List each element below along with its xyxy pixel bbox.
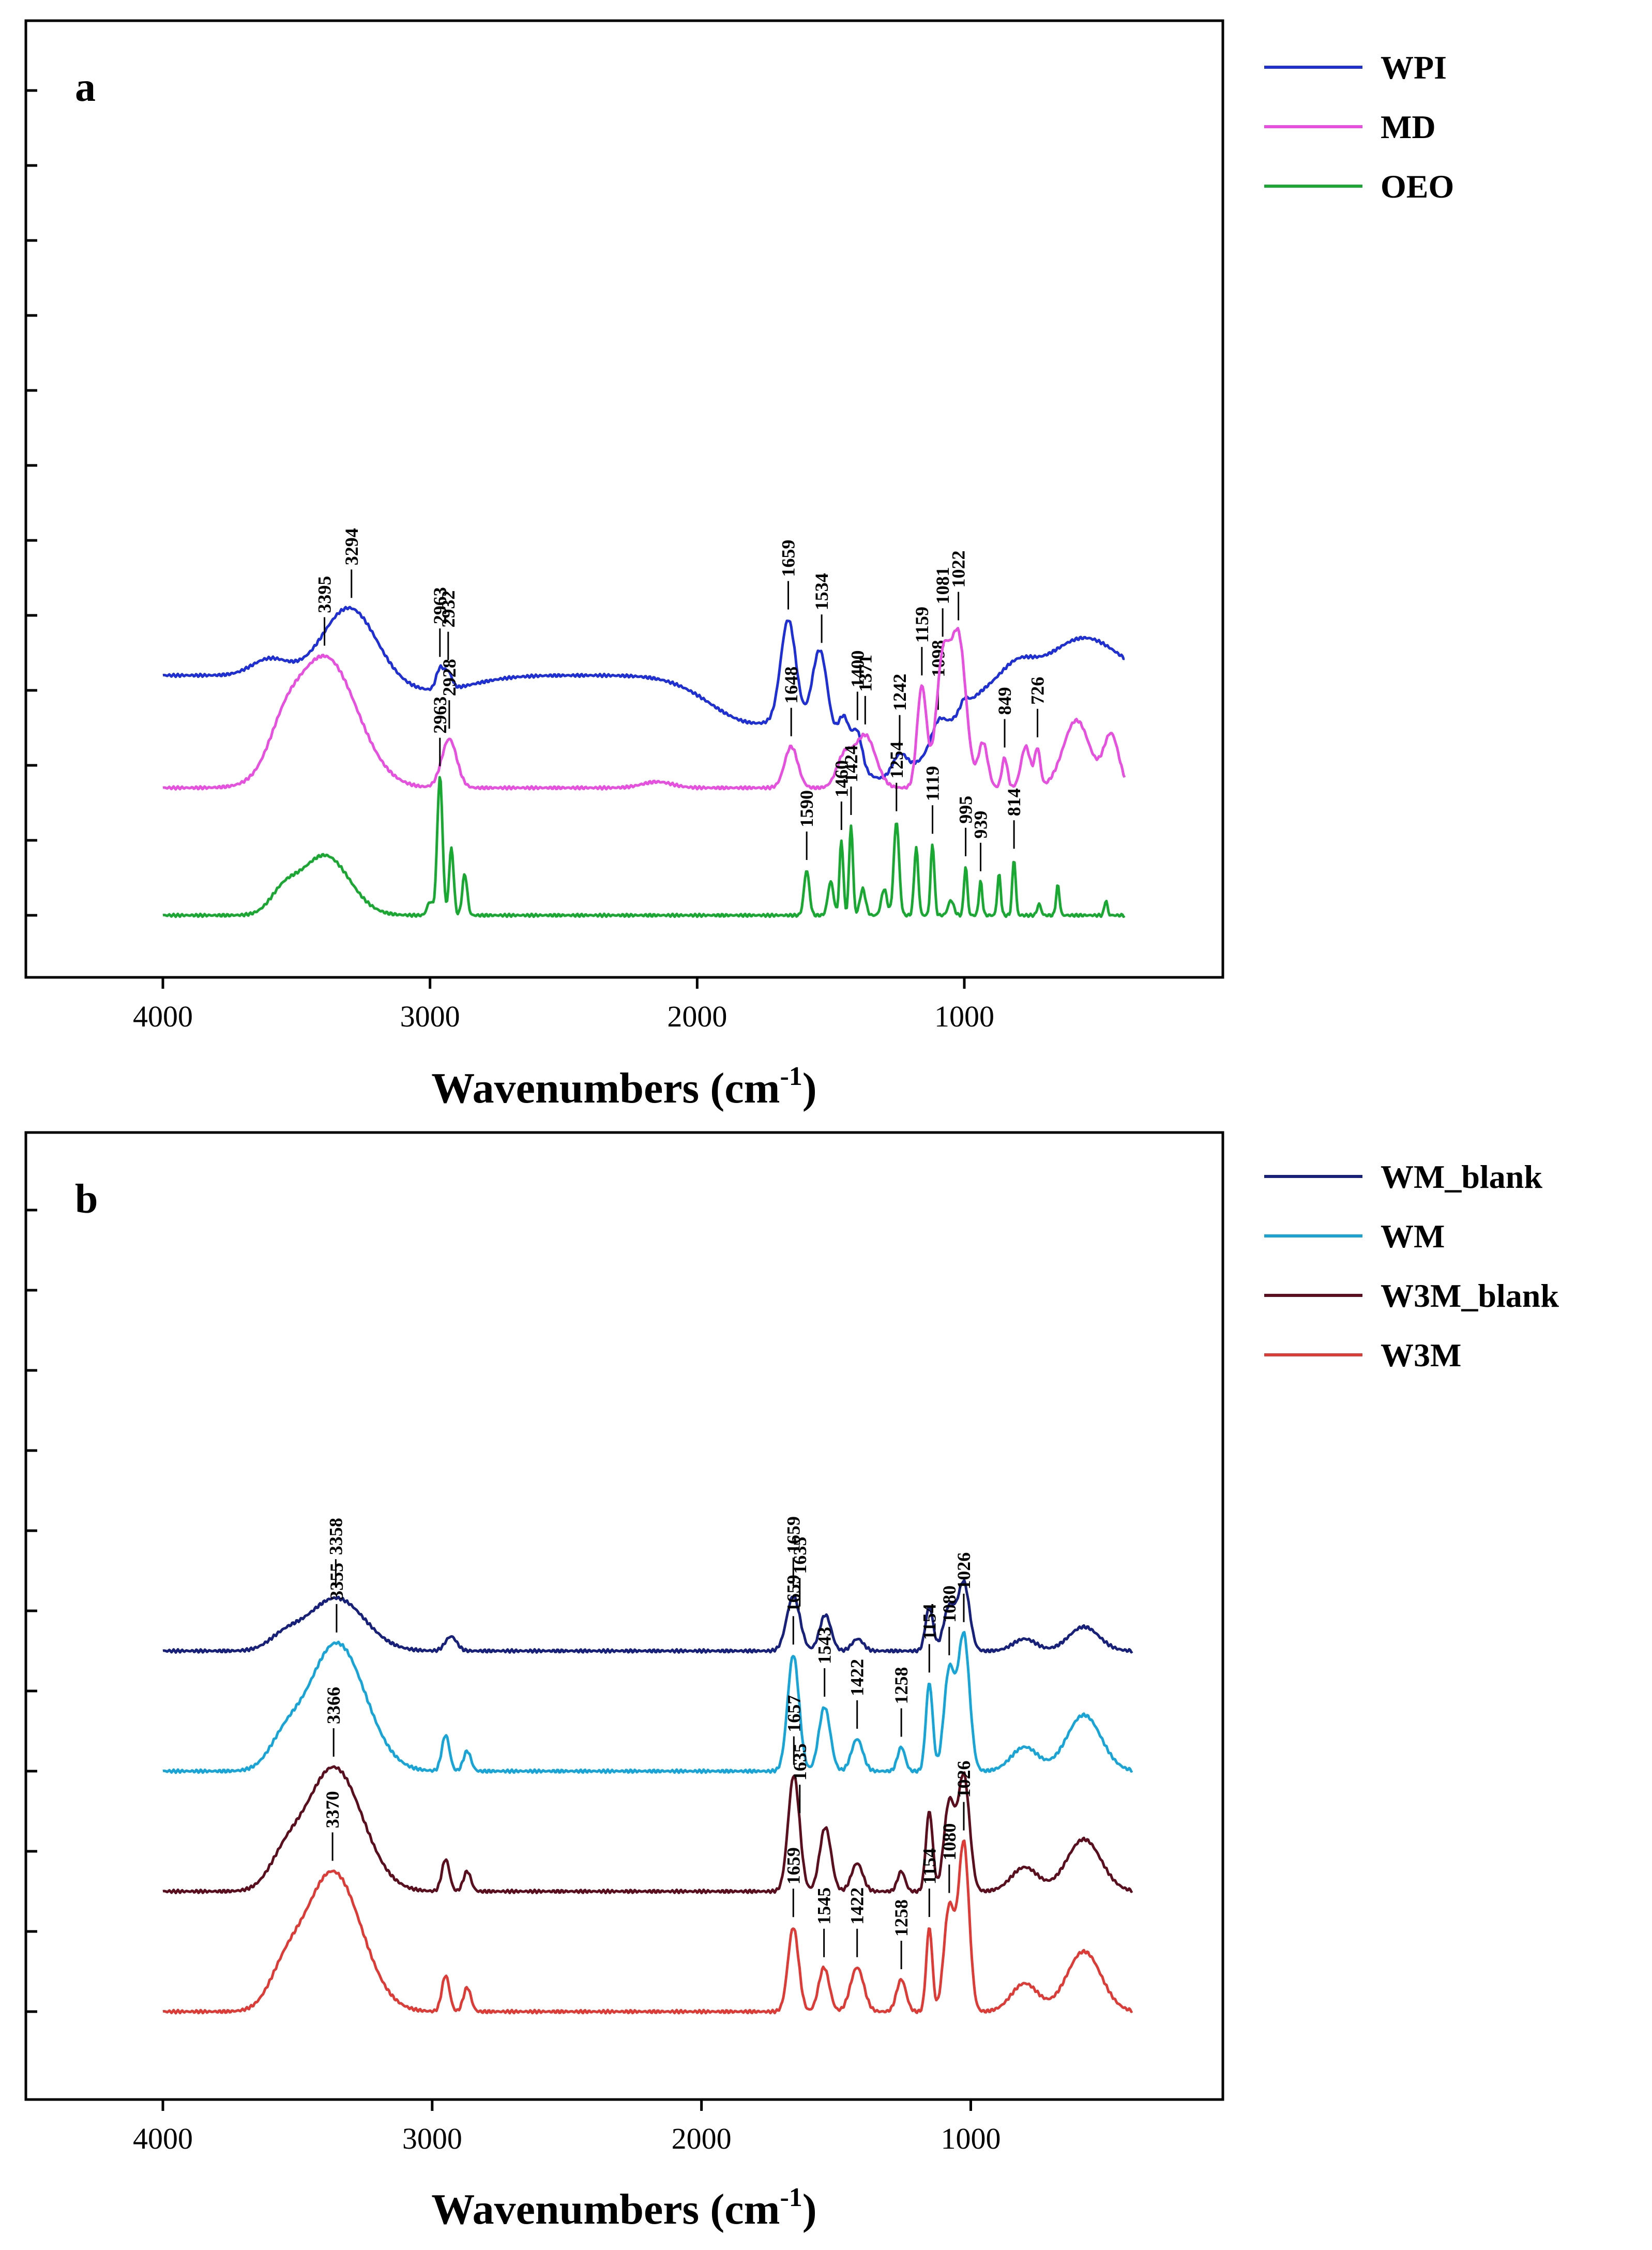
peak-label: 1659: [783, 1516, 804, 1553]
x-axis-title-sup-b: -1: [780, 2183, 802, 2212]
peak-label: 1242: [889, 674, 910, 711]
series-layer-a: 3294296329321659153414001242109833952928…: [162, 528, 1126, 918]
peak-label: 2963: [430, 697, 450, 734]
peak-label: 1635: [790, 1743, 810, 1780]
peak-label: 1534: [811, 573, 832, 610]
peak-label: 1545: [814, 1887, 835, 1925]
legend-label-w3m_blank: W3M_blank: [1381, 1277, 1559, 1314]
peak-label: 1422: [847, 1887, 868, 1925]
series-line-wpi: [162, 606, 1125, 780]
peak-label: 814: [1004, 788, 1024, 816]
x-tick-label: 3000: [402, 2122, 462, 2155]
peak-label: 1098: [928, 640, 948, 677]
peak-label: 3395: [314, 576, 335, 613]
plot-frame-a: [24, 19, 1224, 979]
peak-label: 995: [956, 796, 976, 824]
peak-label: 1258: [891, 1667, 912, 1704]
panel-label-b: b: [75, 1176, 98, 1222]
peak-label: 1080: [939, 1585, 960, 1623]
peak-label: 1159: [912, 607, 932, 643]
x-tick-label: 2000: [672, 2122, 732, 2155]
legend-label-wm_blank: WM_blank: [1381, 1158, 1542, 1195]
peak-label: 1400: [847, 651, 868, 688]
x-tick-label: 1000: [934, 1000, 994, 1033]
peak-label: 1258: [891, 1899, 912, 1937]
plot-frame-b: [24, 1131, 1224, 2101]
legend-label-md: MD: [1381, 109, 1436, 145]
x-tick-label: 1000: [941, 2122, 1001, 2155]
series-line-wm_blank: [162, 1579, 1133, 1654]
peak-label: 2928: [439, 659, 460, 696]
series-line-md: [162, 627, 1126, 791]
peak-label: 2963: [430, 587, 450, 624]
peak-label: 1424: [841, 745, 861, 782]
peak-label: 1590: [796, 790, 817, 827]
peak-labels-w3m_blank: 3366 1657 1635: [323, 1687, 810, 1814]
peak-label: 1154: [919, 1604, 939, 1640]
legend-b: WM_blank WM W3M_blank W3M: [1264, 1158, 1559, 1373]
x-tick-label: 2000: [667, 1000, 727, 1033]
x-axis-title-b: Wavenumbers (cm-1): [431, 2183, 817, 2233]
peak-label: 1080: [939, 1823, 960, 1861]
legend-a: WPI MD OEO: [1264, 49, 1454, 205]
peak-label: 1154: [919, 1848, 939, 1884]
x-tick-label: 4000: [133, 2122, 193, 2155]
peak-label: 1081: [932, 567, 953, 604]
peak-label: 1371: [855, 655, 875, 692]
peak-label: 849: [994, 687, 1015, 715]
peak-label: 1026: [953, 1761, 974, 1798]
ticks-layer-a: 4000 3000 2000 1000: [26, 89, 994, 1033]
peak-label: 726: [1027, 677, 1048, 705]
peak-label: 1657: [783, 1695, 804, 1732]
peak-label: 3294: [341, 528, 362, 565]
peak-label: 2932: [438, 591, 459, 628]
peak-label: 3366: [323, 1687, 344, 1724]
peak-label: 1422: [847, 1659, 868, 1696]
ticks-layer-b: 4000 3000 2000 1000: [26, 1209, 1001, 2155]
peak-label: 1635: [790, 1537, 810, 1574]
panel-label-a: a: [75, 65, 96, 110]
x-axis-title-sup-a: -1: [780, 1062, 802, 1091]
legend-label-wpi: WPI: [1381, 49, 1447, 86]
series-line-w3m_blank: [162, 1765, 1133, 1895]
panel-a: a 32942963293216591534140012421098339529…: [24, 19, 1454, 1112]
peak-label: 3355: [326, 1563, 347, 1600]
x-tick-label: 4000: [133, 1000, 193, 1033]
x-tick-label: 3000: [400, 1000, 460, 1033]
series-line-oeo: [162, 776, 1126, 918]
peak-label: 1543: [814, 1627, 835, 1664]
legend-label-wm: WM: [1381, 1218, 1445, 1255]
x-axis-title-a: Wavenumbers (cm-1): [431, 1062, 817, 1112]
peak-label: 3370: [322, 1791, 343, 1828]
legend-label-w3m: W3M: [1381, 1337, 1461, 1373]
peak-label: 1659: [778, 540, 799, 577]
peak-label: 1659: [783, 1575, 804, 1612]
peak-label: 3358: [325, 1518, 346, 1555]
peak-label: 1659: [783, 1847, 804, 1884]
peak-label: 1026: [953, 1552, 974, 1590]
series-line-wm: [162, 1630, 1133, 1774]
peak-label: 939: [971, 811, 991, 839]
peak-label: 1460: [831, 760, 852, 797]
peak-label: 1254: [886, 742, 907, 779]
peak-label: 1648: [781, 667, 801, 704]
peak-label: 1119: [922, 766, 943, 801]
legend-label-oeo: OEO: [1381, 168, 1454, 205]
peak-label: 1022: [948, 551, 969, 588]
series-line-w3m: [162, 1839, 1133, 2015]
